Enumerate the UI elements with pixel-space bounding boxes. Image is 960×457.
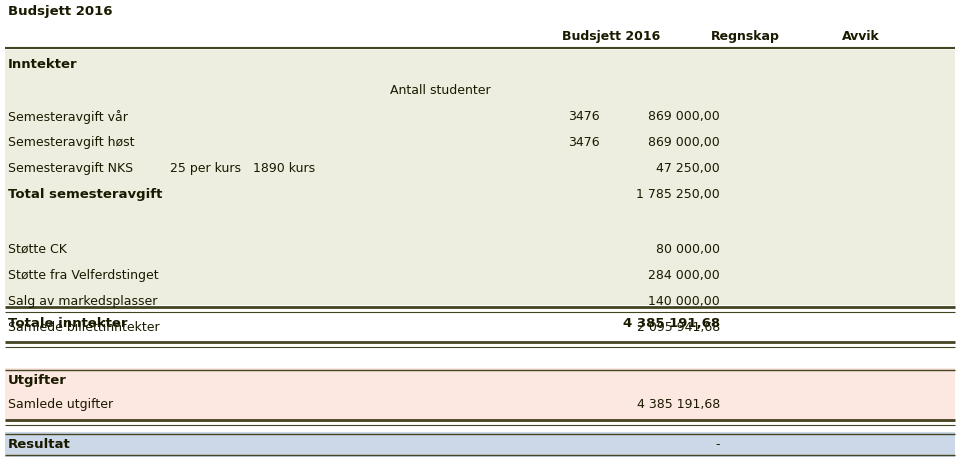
Text: 4 385 191,68: 4 385 191,68 (623, 317, 720, 330)
Text: Budsjett 2016: Budsjett 2016 (8, 5, 112, 18)
Bar (5, 432, 955, 457)
Text: Resultat: Resultat (8, 438, 71, 451)
Bar (5, 305, 955, 345)
Text: Samlede billettinntekter: Samlede billettinntekter (8, 321, 159, 334)
Bar (5, 50, 955, 305)
Text: Salg av markedsplasser: Salg av markedsplasser (8, 295, 157, 308)
Text: 869 000,00: 869 000,00 (648, 110, 720, 123)
Text: Semesteravgift høst: Semesteravgift høst (8, 136, 134, 149)
Bar (5, 368, 955, 422)
Text: Semesteravgift NKS: Semesteravgift NKS (8, 162, 133, 175)
Bar (5, 426, 955, 432)
Text: Semesteravgift vår: Semesteravgift vår (8, 110, 128, 124)
Text: -: - (715, 438, 720, 451)
Text: Støtte fra Velferdstinget: Støtte fra Velferdstinget (8, 269, 158, 282)
Text: 4 385 191,68: 4 385 191,68 (636, 398, 720, 411)
Text: Regnskap: Regnskap (711, 30, 780, 43)
Text: 47 250,00: 47 250,00 (657, 162, 720, 175)
Text: Utgifter: Utgifter (8, 374, 67, 387)
Text: Inntekter: Inntekter (8, 58, 78, 71)
Bar (5, 348, 955, 368)
Text: Budsjett 2016: Budsjett 2016 (562, 30, 660, 43)
Text: 1 785 250,00: 1 785 250,00 (636, 188, 720, 201)
Text: 3476: 3476 (568, 110, 600, 123)
Text: 140 000,00: 140 000,00 (648, 295, 720, 308)
Text: Antall studenter: Antall studenter (390, 84, 491, 97)
Text: Totale inntekter: Totale inntekter (8, 317, 128, 330)
Text: Støtte CK: Støtte CK (8, 243, 67, 255)
Text: Avvik: Avvik (842, 30, 880, 43)
Text: 25 per kurs   1890 kurs: 25 per kurs 1890 kurs (170, 162, 315, 175)
Text: 2 095 941,68: 2 095 941,68 (636, 321, 720, 334)
Text: 80 000,00: 80 000,00 (656, 243, 720, 255)
Text: Samlede utgifter: Samlede utgifter (8, 398, 113, 411)
Text: Total semesteravgift: Total semesteravgift (8, 188, 162, 201)
Text: 284 000,00: 284 000,00 (648, 269, 720, 282)
Text: 3476: 3476 (568, 136, 600, 149)
Text: 869 000,00: 869 000,00 (648, 136, 720, 149)
